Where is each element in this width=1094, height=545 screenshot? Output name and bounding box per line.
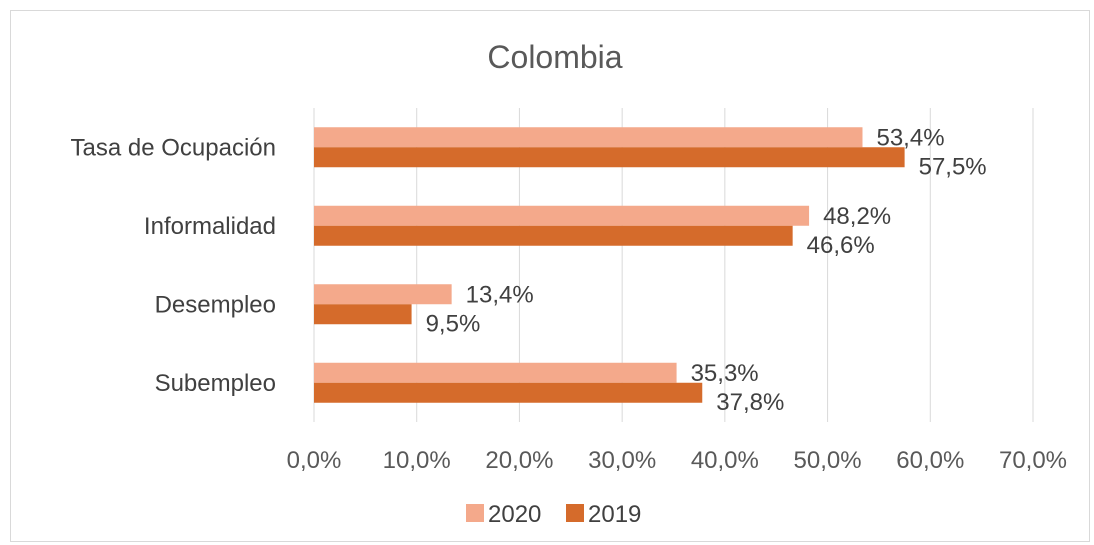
data-label-2020: 53,4% [876, 124, 944, 151]
category-label: Tasa de Ocupación [71, 134, 276, 161]
bar-2020 [314, 127, 863, 148]
chart-title: Colombia [487, 39, 622, 75]
data-label-2019: 9,5% [426, 310, 481, 337]
data-label-2020: 13,4% [466, 281, 534, 308]
x-tick-label: 10,0% [383, 447, 451, 474]
bars [314, 127, 905, 403]
bar-2019 [314, 147, 905, 168]
data-label-2020: 35,3% [691, 360, 759, 387]
bar-2019 [314, 382, 703, 403]
labels: 0,0% 10,0% 20,0% 30,0% 40,0% 50,0% 60,0% 70,0% T… [71, 124, 1068, 474]
legend-label-2019: 2019 [588, 501, 641, 528]
chart-frame [10, 10, 1090, 542]
bar-2020 [314, 284, 452, 305]
category-label: Informalidad [144, 213, 276, 240]
bar-2020 [314, 362, 677, 383]
x-tick-label: 20,0% [485, 447, 553, 474]
data-label-2019: 37,8% [716, 389, 784, 416]
category-label: Subempleo [155, 370, 276, 397]
bar-2019 [314, 225, 793, 246]
x-tick-label: 30,0% [588, 447, 656, 474]
legend-label-2020: 2020 [488, 501, 541, 528]
data-label-2020: 48,2% [823, 203, 891, 230]
bar-2019 [314, 304, 412, 325]
bar-2020 [314, 205, 810, 226]
legend-swatch-2019 [566, 504, 584, 522]
data-label-2019: 57,5% [919, 153, 987, 180]
x-tick-label: 70,0% [999, 447, 1067, 474]
x-tick-label: 60,0% [896, 447, 964, 474]
data-label-2019: 46,6% [807, 232, 875, 259]
x-tick-label: 40,0% [691, 447, 759, 474]
category-label: Desempleo [155, 291, 276, 318]
x-tick-label: 50,0% [794, 447, 862, 474]
x-tick-label: 0,0% [287, 447, 342, 474]
legend-swatch-2020 [466, 504, 484, 522]
legend: 2020 2019 [466, 501, 641, 528]
